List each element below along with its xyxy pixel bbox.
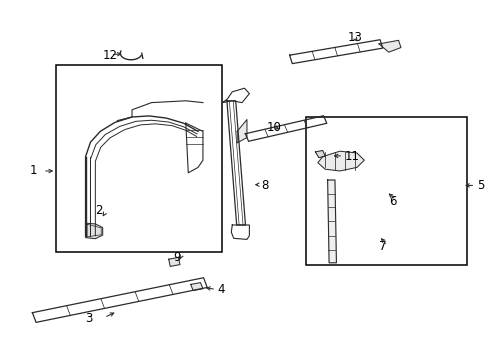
Polygon shape xyxy=(168,257,180,266)
Bar xyxy=(305,117,466,265)
Text: 13: 13 xyxy=(346,31,361,44)
Polygon shape xyxy=(315,150,325,158)
Polygon shape xyxy=(317,151,364,171)
Text: 10: 10 xyxy=(266,121,281,134)
Text: 2: 2 xyxy=(95,204,102,217)
Text: 7: 7 xyxy=(378,240,386,253)
Polygon shape xyxy=(190,283,203,291)
Text: 6: 6 xyxy=(388,195,395,208)
Polygon shape xyxy=(237,120,246,143)
Text: 3: 3 xyxy=(85,312,93,325)
Text: 1: 1 xyxy=(29,165,37,177)
Polygon shape xyxy=(378,40,400,52)
Text: 9: 9 xyxy=(173,251,181,264)
Polygon shape xyxy=(327,180,336,263)
Bar xyxy=(56,65,222,252)
Text: 4: 4 xyxy=(217,283,224,296)
Text: 5: 5 xyxy=(476,179,483,192)
Text: 12: 12 xyxy=(102,49,118,62)
Text: 11: 11 xyxy=(344,150,359,163)
Text: 8: 8 xyxy=(261,179,268,192)
Polygon shape xyxy=(85,223,102,239)
